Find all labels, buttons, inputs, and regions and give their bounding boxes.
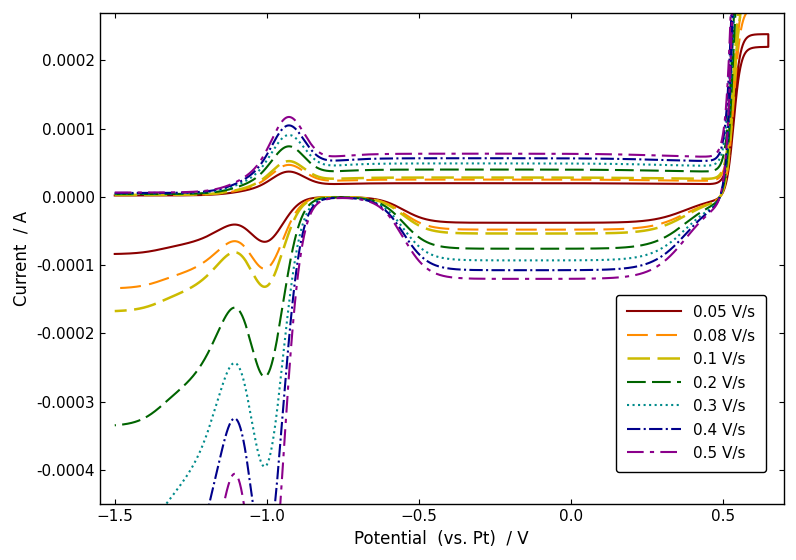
0.08 V/s: [110, 285, 119, 292]
Legend: 0.05 V/s, 0.08 V/s, 0.1 V/s, 0.2 V/s, 0.3 V/s, 0.4 V/s, 0.5 V/s: 0.05 V/s, 0.08 V/s, 0.1 V/s, 0.2 V/s, 0.…: [616, 295, 766, 472]
0.3 V/s: [164, 190, 174, 197]
0.1 V/s: [179, 288, 189, 295]
Line: 0.5 V/s: 0.5 V/s: [115, 0, 768, 560]
0.2 V/s: [188, 190, 197, 197]
0.1 V/s: [164, 192, 174, 198]
0.1 V/s: [110, 307, 119, 314]
0.4 V/s: [188, 189, 197, 195]
0.5 V/s: [110, 189, 119, 196]
0.08 V/s: [188, 192, 197, 198]
0.08 V/s: [110, 192, 119, 198]
0.05 V/s: [110, 250, 119, 257]
0.1 V/s: [188, 191, 197, 198]
Line: 0.4 V/s: 0.4 V/s: [115, 0, 768, 560]
0.5 V/s: [366, 151, 376, 158]
0.2 V/s: [179, 382, 189, 389]
Line: 0.2 V/s: 0.2 V/s: [115, 0, 768, 425]
0.1 V/s: [110, 192, 119, 198]
0.05 V/s: [366, 180, 376, 187]
0.2 V/s: [116, 191, 126, 198]
Line: 0.1 V/s: 0.1 V/s: [115, 0, 768, 311]
0.1 V/s: [366, 175, 376, 181]
0.08 V/s: [179, 269, 189, 276]
0.2 V/s: [110, 422, 119, 428]
0.3 V/s: [188, 190, 197, 197]
0.3 V/s: [110, 190, 119, 197]
0.2 V/s: [366, 167, 376, 174]
0.05 V/s: [110, 192, 119, 199]
0.2 V/s: [110, 191, 119, 198]
0.3 V/s: [366, 161, 376, 167]
0.3 V/s: [179, 477, 189, 483]
Line: 0.05 V/s: 0.05 V/s: [115, 34, 768, 254]
0.5 V/s: [116, 189, 126, 196]
0.3 V/s: [116, 190, 126, 197]
Y-axis label: Current  / A: Current / A: [13, 211, 30, 306]
0.05 V/s: [179, 241, 189, 248]
X-axis label: Potential  (vs. Pt)  / V: Potential (vs. Pt) / V: [354, 530, 529, 548]
0.05 V/s: [749, 31, 759, 38]
0.4 V/s: [366, 156, 376, 162]
0.05 V/s: [763, 31, 773, 38]
0.1 V/s: [116, 192, 126, 198]
0.4 V/s: [110, 190, 119, 197]
0.4 V/s: [116, 190, 126, 197]
0.08 V/s: [116, 192, 126, 198]
0.5 V/s: [188, 188, 197, 195]
0.5 V/s: [164, 189, 174, 196]
0.08 V/s: [366, 176, 376, 183]
0.2 V/s: [164, 190, 174, 197]
0.05 V/s: [164, 192, 174, 199]
0.05 V/s: [116, 192, 126, 199]
Line: 0.3 V/s: 0.3 V/s: [115, 0, 768, 539]
0.08 V/s: [164, 192, 174, 198]
0.05 V/s: [188, 192, 197, 199]
Line: 0.08 V/s: 0.08 V/s: [115, 0, 768, 288]
0.4 V/s: [164, 189, 174, 196]
0.3 V/s: [110, 536, 119, 543]
